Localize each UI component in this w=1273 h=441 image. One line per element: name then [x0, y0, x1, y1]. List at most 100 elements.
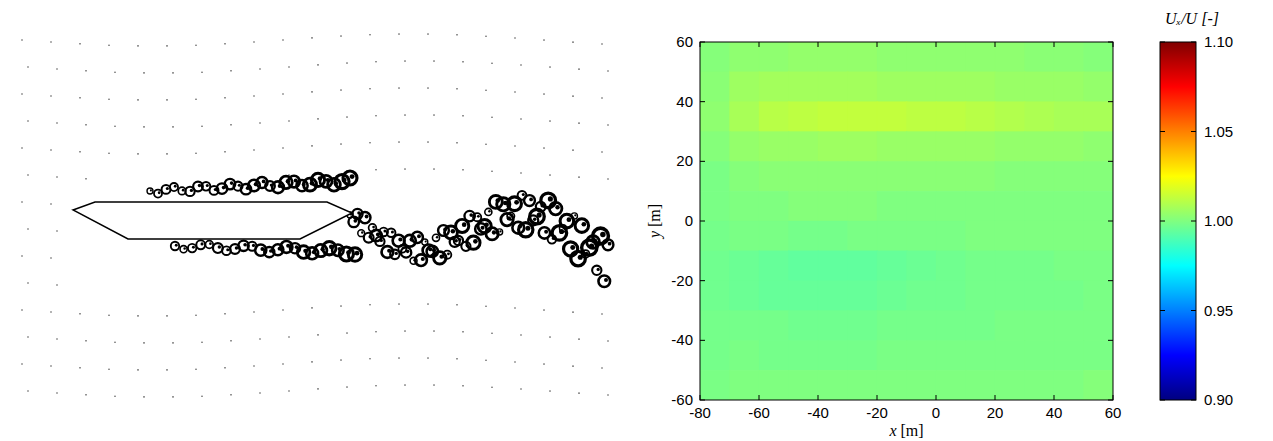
seed-dot	[143, 72, 145, 74]
vortex-core	[417, 234, 421, 238]
seed-dot	[224, 97, 226, 99]
seed-dot	[21, 147, 23, 149]
heatmap-cell	[818, 132, 848, 162]
vortex-core	[218, 245, 221, 248]
y-tick-label: -60	[671, 391, 693, 408]
heatmap-cell	[700, 72, 730, 102]
heatmap-cell	[1025, 370, 1055, 400]
y-tick-label: 20	[676, 152, 693, 169]
heatmap-cell	[759, 132, 789, 162]
vortex	[571, 213, 577, 219]
heatmap-cell	[966, 251, 996, 281]
seed-dot	[137, 315, 139, 317]
seed-dot	[56, 122, 58, 124]
seed-dot	[230, 340, 232, 342]
seed-dot	[369, 142, 371, 144]
seed-dot	[601, 43, 603, 45]
seed-dot	[201, 71, 203, 73]
heatmap-cell	[966, 221, 996, 251]
seed-dot	[572, 41, 574, 43]
heatmap-cell	[1025, 161, 1055, 191]
vortex	[593, 228, 609, 244]
vortex	[401, 247, 411, 257]
seed-dot	[404, 330, 406, 332]
x-tick-label: 20	[987, 404, 1004, 421]
seed-dot	[549, 120, 551, 122]
heatmap-cell	[936, 161, 966, 191]
seed-dot	[398, 303, 400, 305]
seed-dot	[253, 41, 255, 43]
x-axis-title: x [m]	[888, 422, 923, 439]
heatmap-cell	[907, 311, 937, 341]
heatmap-cell	[730, 340, 760, 370]
y-tick	[700, 101, 705, 102]
seed-dot	[85, 70, 87, 72]
y-tick-label: -40	[671, 331, 693, 348]
x-tick	[818, 42, 819, 47]
heatmap-cell	[818, 370, 848, 400]
seed-dot	[340, 305, 342, 307]
heatmap-cell	[1054, 42, 1084, 72]
seed-dot	[491, 116, 493, 118]
heatmap-cell	[730, 191, 760, 221]
seed-dot	[427, 141, 429, 143]
heatmap-cell	[907, 281, 937, 311]
seed-dot	[317, 64, 319, 66]
heatmap-cell	[848, 281, 878, 311]
seed-dot	[27, 390, 29, 392]
heatmap-cell	[789, 281, 819, 311]
seed-dot	[85, 394, 87, 396]
y-tick	[1108, 42, 1113, 43]
vortex-core	[537, 213, 542, 218]
heatmap-cell	[700, 340, 730, 370]
seed-dot	[253, 311, 255, 313]
seed-dot	[572, 95, 574, 97]
seed-dot	[114, 341, 116, 343]
heatmap-cell	[877, 311, 907, 341]
seed-dot	[253, 95, 255, 97]
heatmap-cell	[700, 161, 730, 191]
vortex-core	[488, 210, 490, 212]
heatmap-cell	[848, 251, 878, 281]
seed-dot	[108, 368, 110, 370]
heatmap-cell	[730, 281, 760, 311]
vortex	[170, 183, 178, 191]
seed-dot	[491, 62, 493, 64]
heatmap-cell	[966, 102, 996, 132]
vortex-core	[425, 240, 427, 242]
seed-dot	[456, 34, 458, 36]
seed-dot	[543, 39, 545, 41]
heatmap-cell	[730, 370, 760, 400]
vortex-core	[183, 247, 185, 249]
vortex-core	[421, 257, 425, 261]
heatmap-cell	[848, 102, 878, 132]
x-tick	[936, 42, 937, 47]
seed-dot	[27, 282, 29, 284]
vortex	[443, 251, 451, 259]
seed-dot	[282, 363, 284, 365]
seed-dot	[288, 66, 290, 68]
heatmap-cell	[966, 340, 996, 370]
heatmap-cell	[789, 191, 819, 221]
heatmap-cell	[1025, 72, 1055, 102]
seed-dot	[375, 115, 377, 117]
y-tick	[1108, 221, 1113, 222]
vortex-core	[525, 226, 530, 231]
heatmap-cell	[995, 42, 1025, 72]
heatmap-cell	[1054, 370, 1084, 400]
vortex-core	[581, 222, 586, 227]
heatmap-cell	[700, 132, 730, 162]
seed-dot	[50, 257, 52, 259]
colorbar-tick	[1191, 310, 1196, 311]
vortex-core	[175, 244, 178, 247]
seed-dot	[578, 392, 580, 394]
heatmap-cell	[936, 42, 966, 72]
heatmap-cell	[789, 102, 819, 132]
seed-dot	[578, 122, 580, 124]
heatmap-cell	[759, 251, 789, 281]
seed-dot	[346, 386, 348, 388]
seed-dot	[21, 39, 23, 41]
vortex	[549, 202, 562, 215]
heatmap-cell	[1084, 370, 1114, 400]
heatmap-cell	[789, 221, 819, 251]
